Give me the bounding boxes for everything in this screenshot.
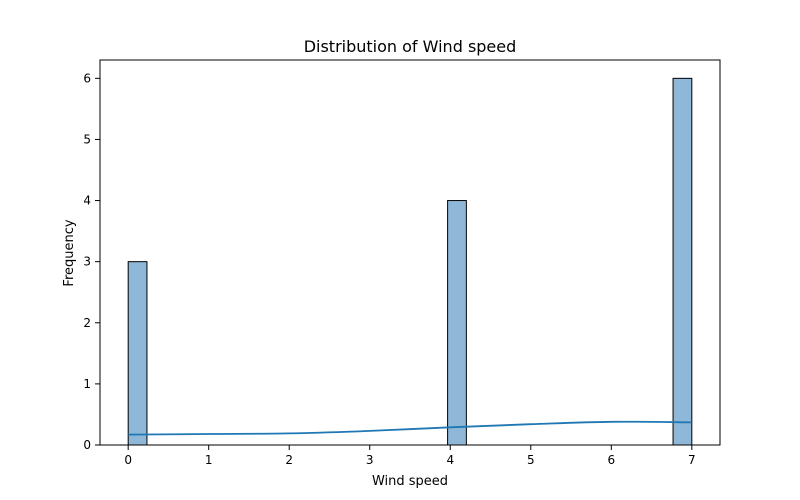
y-axis-label: Frequency (62, 219, 77, 286)
y-tick-label: 1 (83, 377, 91, 391)
y-tick-label: 4 (83, 194, 91, 208)
y-tick-label: 3 (83, 255, 91, 269)
bar-group (127, 77, 693, 446)
chart-title: Distribution of Wind speed (304, 37, 517, 56)
y-axis-ticks: 0 1 2 3 4 5 6 (83, 71, 100, 452)
x-tick-label: 4 (446, 453, 454, 467)
x-axis-label: Wind speed (372, 474, 448, 489)
histogram-bar-2 (672, 77, 693, 446)
histogram-bar-1 (447, 200, 467, 446)
y-tick-label: 0 (83, 438, 91, 452)
kde-group (128, 420, 692, 436)
x-tick-label: 3 (366, 453, 374, 467)
y-tick-label: 2 (83, 316, 91, 330)
x-axis-ticks: 0 1 2 3 4 5 6 7 (124, 445, 696, 467)
y-tick-label: 6 (83, 71, 91, 85)
x-tick-label: 1 (205, 453, 213, 467)
x-tick-label: 5 (527, 453, 535, 467)
y-tick-label: 5 (83, 132, 91, 146)
histogram-bar-0 (127, 261, 148, 446)
kde-line (128, 420, 692, 436)
x-tick-label: 0 (124, 453, 132, 467)
x-tick-label: 7 (688, 453, 696, 467)
x-tick-label: 6 (607, 453, 615, 467)
plot-frame (99, 59, 721, 446)
x-tick-label: 2 (285, 453, 293, 467)
